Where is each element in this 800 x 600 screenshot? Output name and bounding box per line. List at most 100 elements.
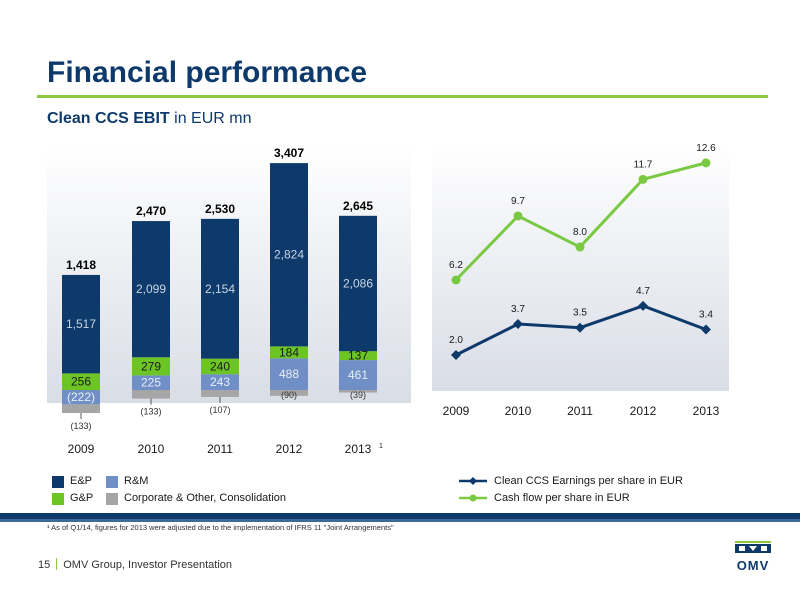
eps-point <box>513 319 523 330</box>
legend-label-corp: Corporate & Other, Consolidation <box>124 492 287 504</box>
legend-swatch-corp <box>106 493 118 505</box>
bar-segment <box>339 360 377 390</box>
segment-value-label: 279 <box>141 359 161 373</box>
category-label: 2009 <box>68 442 95 456</box>
segment-value-label: 225 <box>141 376 161 390</box>
bar-total-label: 3,407 <box>274 146 304 160</box>
legend-line-eps-icon <box>459 477 487 485</box>
segment-value-label: 137 <box>348 349 368 363</box>
eps-point <box>701 324 711 335</box>
bar-segment <box>132 375 170 390</box>
omv-logo-mark-icon <box>735 541 771 553</box>
segment-value-label: 243 <box>210 375 230 389</box>
cashflow-point <box>638 174 648 184</box>
bar-segment <box>270 346 308 359</box>
footnote: ¹ As of Q1/14, figures for 2013 were adj… <box>47 523 394 532</box>
bar-segment <box>339 215 377 352</box>
omv-logo-text: OMV <box>736 558 770 573</box>
bar-segment <box>132 390 170 399</box>
point-value-label: 6.2 <box>449 260 463 271</box>
segment-value-label: 461 <box>348 368 368 382</box>
cashflow-point <box>575 242 585 252</box>
segment-value-label: (222) <box>67 390 95 404</box>
segment-value-label: 240 <box>210 359 230 373</box>
subtitle-unit: in EUR mn <box>169 110 252 127</box>
point-value-label: 12.6 <box>696 143 716 154</box>
footer-band-stripe <box>0 519 800 522</box>
category-label: 2012 <box>276 442 303 456</box>
point-value-label: 3.7 <box>511 304 525 315</box>
title-underline <box>37 95 768 98</box>
point-value-label: 9.7 <box>511 196 525 207</box>
bar-segment <box>201 390 239 397</box>
segment-value-label: 1,517 <box>66 317 96 331</box>
page-number: 15 <box>38 559 51 571</box>
bar-segment <box>339 390 377 393</box>
omv-logo: OMV <box>733 540 773 574</box>
x-tick-label: 2011 <box>567 404 593 418</box>
legend-swatch-rm <box>106 476 118 488</box>
bar-total-label: 1,418 <box>66 258 96 272</box>
legend-label-gp: G&P <box>70 492 94 504</box>
corp-value-label: (107) <box>209 405 230 415</box>
segment-value-label: 184 <box>279 345 299 359</box>
slide-title: Financial performance <box>47 56 368 89</box>
cashflow-point <box>451 275 461 285</box>
bar-chart: (222)256 1,517 (133) 1,418 2009 225 279 2,099 (1… <box>62 146 383 456</box>
point-value-label: 4.7 <box>636 286 650 297</box>
x-tick-label: 2012 <box>630 404 657 418</box>
bar-segment <box>270 390 308 396</box>
legend-label-ep: E&P <box>70 475 93 487</box>
segment-value-label: 2,099 <box>136 282 166 296</box>
legend-label-rm: R&M <box>124 475 149 487</box>
corp-value-label: (133) <box>140 407 161 417</box>
bar-total-label: 2,645 <box>343 199 373 213</box>
subtitle-bold: Clean CCS EBIT <box>47 110 170 127</box>
chart-subtitle: Clean CCS EBIT in EUR mn <box>47 110 251 128</box>
bar-segment <box>62 404 100 414</box>
bar-segment <box>270 358 308 390</box>
x-tick-label: 2013 <box>693 404 720 418</box>
category-superscript: 1 <box>379 443 383 450</box>
eps-point <box>451 350 461 360</box>
legend-line-cf-icon <box>459 494 487 502</box>
legend-swatch-ep <box>52 476 64 488</box>
bar-segment <box>132 357 170 376</box>
eps-point <box>575 322 585 333</box>
point-value-label: 3.5 <box>573 308 587 319</box>
bar-total-label: 2,470 <box>136 204 166 218</box>
category-label: 2013 <box>345 442 372 456</box>
bar-segment <box>339 351 377 361</box>
bar-segment <box>270 163 308 347</box>
eps-point <box>638 300 648 311</box>
cashflow-point <box>513 211 523 221</box>
category-label: 2011 <box>207 442 233 456</box>
segment-value-label: 2,154 <box>205 282 235 296</box>
bar-segment <box>201 218 239 359</box>
line-chart-panel <box>432 143 729 391</box>
point-value-label: 2.0 <box>449 335 463 346</box>
bar-segment <box>62 274 100 374</box>
bar-segment <box>132 221 170 358</box>
footer-separator <box>56 558 58 570</box>
segment-value-label: 2,086 <box>343 276 373 290</box>
x-tick-label: 2009 <box>443 404 470 418</box>
bar-segment <box>62 390 100 405</box>
point-value-label: 3.4 <box>699 310 713 321</box>
legend-label-eps: Clean CCS Earnings per share in EUR <box>494 475 683 487</box>
segment-value-label: 2,824 <box>274 248 304 262</box>
bar-segment <box>201 358 239 375</box>
bar-segment <box>62 373 100 390</box>
corp-value-label: (39) <box>350 390 366 400</box>
bar-total-label: 2,530 <box>205 202 235 216</box>
footer-text: OMV Group, Investor Presentation <box>63 559 232 571</box>
legend-label-cf: Cash flow per share in EUR <box>494 492 630 504</box>
corp-value-label: (133) <box>70 421 91 431</box>
x-tick-label: 2010 <box>505 404 532 418</box>
point-value-label: 8.0 <box>573 227 587 238</box>
segment-value-label: 488 <box>279 367 299 381</box>
cashflow-point <box>701 158 711 168</box>
legend-swatch-gp <box>52 493 64 505</box>
category-label: 2010 <box>138 442 165 456</box>
